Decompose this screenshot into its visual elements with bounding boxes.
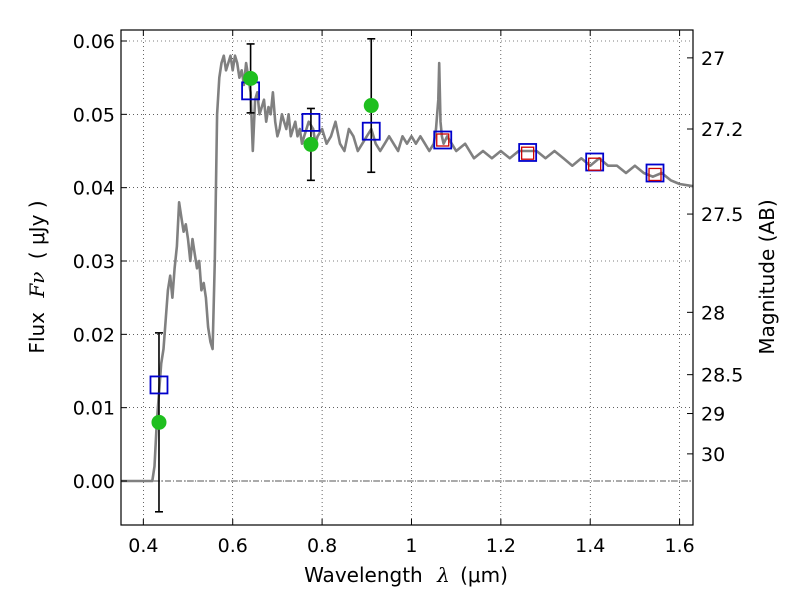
x-tick-label-4: 1.2 — [486, 535, 516, 557]
model-spectrum-line — [121, 54, 694, 483]
model-broadband-point-2 — [301, 113, 321, 132]
observed-point-2 — [303, 136, 319, 152]
model-broadband-alt-point-3 — [648, 167, 662, 182]
observed-point-0 — [151, 414, 167, 430]
y-axis-title-unit: ( μJy ) — [25, 200, 49, 259]
x-tick-label-6: 1.6 — [664, 535, 694, 557]
ticks: 0.4 0.6 0.8 1 1.2 1.4 1.6 0.00 0.01 0.02 0.03 0.04 0… — [73, 30, 743, 557]
x-tick-label-3: 1 — [405, 535, 417, 557]
x-tick-label-0: 0.4 — [128, 535, 158, 557]
x-axis-title-prefix: Wavelength — [304, 563, 423, 587]
y2-tick-label-6: 30 — [701, 444, 725, 466]
x-axis-title-symbol: λ — [436, 563, 450, 587]
y-tick-label-1: 0.01 — [73, 398, 115, 420]
y2-tick-label-0: 27 — [701, 48, 725, 70]
y-tick-label-3: 0.03 — [73, 251, 115, 273]
y2-tick-label-5: 29 — [701, 404, 725, 426]
y-tick-label-2: 0.02 — [73, 324, 115, 346]
x-tick-label-1: 0.6 — [218, 535, 248, 557]
observed-point-3 — [363, 98, 379, 114]
y2-tick-label-3: 28 — [701, 302, 725, 324]
model-broadband-alt-point-2 — [588, 157, 602, 171]
y2-tick-label-1: 27.2 — [701, 119, 743, 141]
plot-frame — [120, 29, 694, 526]
y2-tick-label-2: 27.5 — [701, 204, 743, 226]
model-broadband-alt-point-0 — [436, 133, 450, 147]
model-broadband-point-3 — [361, 121, 381, 141]
y-axis-title: Flux Fν ( μJy ) — [25, 200, 49, 353]
model-broadband-point-0 — [149, 375, 169, 395]
plot-area — [121, 37, 694, 513]
model-broadband-point-5 — [518, 143, 538, 162]
y-tick-label-6: 0.06 — [73, 31, 115, 53]
model-broadband-point-7 — [645, 163, 665, 183]
y2-tick-label-4: 28.5 — [701, 365, 743, 387]
x-axis-title: Wavelength λ (μm) — [304, 563, 508, 587]
model-broadband-alt-point-1 — [521, 146, 535, 160]
y-tick-label-4: 0.04 — [73, 178, 115, 200]
y2-axis-title: Magnitude (AB) — [755, 199, 779, 354]
x-axis-title-unit: (μm) — [460, 563, 508, 587]
x-tick-label-5: 1.4 — [575, 535, 605, 557]
y-tick-label-0: 0.00 — [73, 471, 115, 493]
y-tick-label-5: 0.05 — [73, 104, 115, 126]
y-axis-title-symbol: Fν — [25, 272, 49, 299]
y-axis-title-prefix: Flux — [25, 312, 49, 354]
model-broadband-point-4 — [433, 130, 453, 150]
observed-point-1 — [243, 70, 259, 86]
x-tick-label-2: 0.8 — [307, 535, 337, 557]
